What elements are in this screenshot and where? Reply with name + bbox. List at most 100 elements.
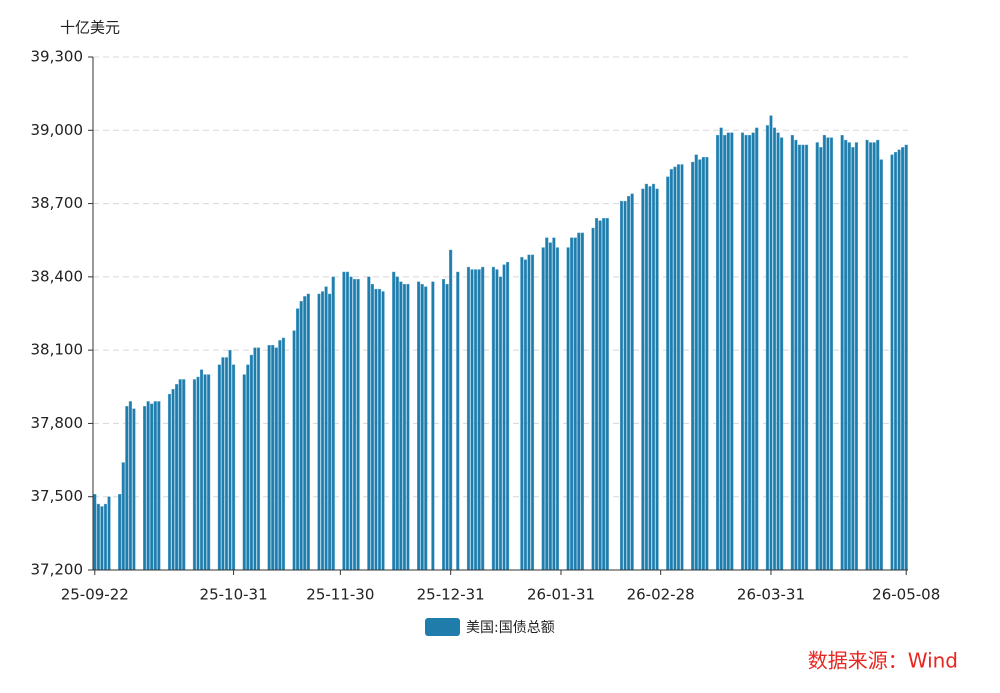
bar: [669, 169, 673, 571]
bar: [790, 134, 794, 571]
bar: [730, 132, 734, 571]
bar: [402, 283, 406, 571]
bar: [93, 494, 97, 571]
x-tick-label: 25-10-31: [200, 586, 268, 604]
bar: [477, 269, 481, 571]
legend-label: 美国:国债总额: [466, 620, 555, 636]
bar: [570, 237, 574, 571]
bar: [128, 401, 132, 571]
bar: [751, 132, 755, 571]
bar: [854, 142, 858, 571]
x-tick-label: 26-02-28: [627, 586, 695, 604]
bar: [442, 279, 446, 571]
bar: [192, 379, 196, 571]
bar: [822, 134, 826, 571]
bar: [143, 406, 147, 571]
bar: [648, 186, 652, 571]
bar: [602, 218, 606, 571]
bar: [851, 147, 855, 571]
bar: [420, 283, 424, 571]
bar: [555, 247, 559, 571]
bar: [256, 347, 261, 571]
bar: [744, 134, 748, 571]
bar: [324, 286, 328, 571]
bar: [356, 279, 360, 571]
bar: [278, 340, 282, 571]
bar: [755, 127, 759, 571]
bar: [740, 132, 745, 571]
bar: [573, 237, 577, 571]
y-tick-label: 38,700: [31, 194, 84, 212]
bar: [395, 276, 399, 571]
bar: [506, 262, 510, 571]
bar: [207, 374, 211, 571]
bar: [345, 271, 350, 571]
bar: [805, 144, 809, 571]
bar: [844, 139, 848, 571]
bar: [502, 264, 506, 571]
bar: [175, 384, 179, 571]
x-tick-label: 26-01-31: [527, 586, 595, 604]
y-tick-label: 39,000: [31, 121, 84, 139]
bar: [246, 364, 250, 571]
bar: [157, 401, 161, 571]
y-tick-label: 37,500: [31, 487, 84, 505]
bar: [466, 266, 471, 571]
bar: [399, 281, 403, 571]
y-tick-label: 38,100: [31, 341, 84, 359]
bar: [801, 144, 805, 571]
bar: [552, 237, 556, 571]
bar: [815, 142, 819, 571]
bar: [96, 503, 100, 571]
bar: [217, 364, 221, 571]
bar: [641, 188, 645, 571]
bar: [125, 406, 129, 571]
bar: [566, 247, 570, 571]
bar: [772, 127, 777, 571]
bar: [242, 374, 246, 571]
bar: [199, 369, 204, 571]
bar: [224, 357, 229, 571]
bar: [694, 154, 698, 571]
bar: [776, 132, 780, 571]
bar: [541, 247, 545, 571]
bar: [232, 364, 236, 571]
bar: [470, 269, 474, 571]
bar: [353, 279, 357, 571]
bar: [107, 496, 111, 571]
bar: [644, 183, 648, 571]
bar: [897, 149, 901, 571]
bar: [321, 291, 325, 571]
bar: [545, 237, 549, 571]
x-tick-label: 25-12-31: [417, 586, 485, 604]
bar: [904, 144, 908, 571]
bar: [374, 288, 378, 571]
bar: [598, 220, 602, 571]
bar: [292, 330, 296, 571]
bar: [431, 281, 435, 571]
bar: [228, 349, 232, 571]
bar: [146, 401, 150, 571]
bar: [520, 257, 524, 571]
bar: [303, 296, 307, 571]
bar: [819, 147, 823, 571]
bar: [274, 347, 278, 571]
bar: [591, 227, 595, 571]
bar: [167, 393, 172, 571]
bar: [271, 345, 275, 571]
bar: [876, 139, 880, 571]
bar: [381, 291, 385, 571]
bar: [719, 127, 723, 571]
bar: [651, 183, 656, 571]
bar: [491, 266, 495, 571]
bar: [150, 403, 154, 571]
bar: [769, 115, 773, 571]
bar: [619, 200, 624, 571]
bar: [780, 137, 784, 571]
y-tick-label: 39,300: [31, 48, 84, 66]
bar: [847, 142, 851, 571]
bar: [406, 283, 410, 571]
x-tick-label: 26-03-31: [737, 586, 805, 604]
bar: [331, 276, 335, 571]
